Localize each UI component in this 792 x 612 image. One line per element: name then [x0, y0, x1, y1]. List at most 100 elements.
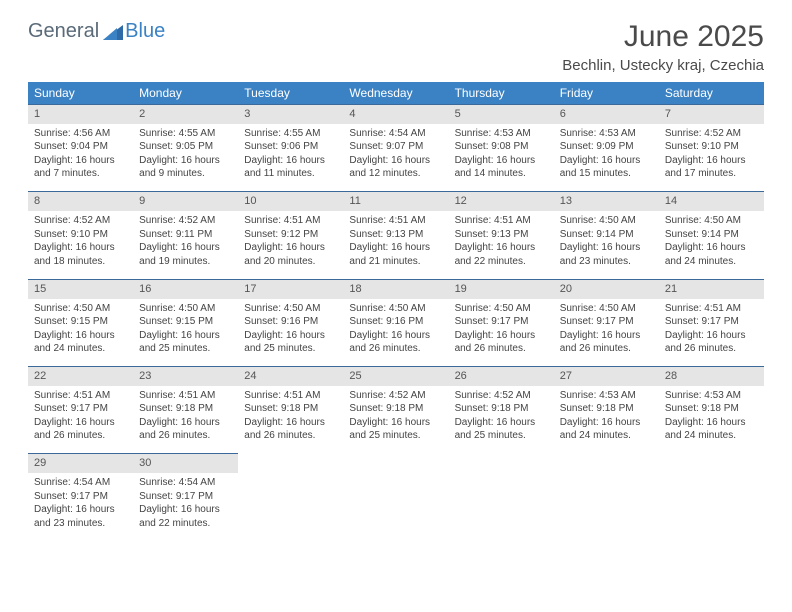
- day-content-cell: Sunrise: 4:51 AMSunset: 9:17 PMDaylight:…: [28, 386, 133, 454]
- title-block: June 2025 Bechlin, Ustecky kraj, Czechia: [562, 20, 764, 74]
- daylight-line: Daylight: 16 hours and 9 minutes.: [139, 154, 232, 181]
- sunset-line: Sunset: 9:16 PM: [244, 315, 337, 329]
- sunset-line: Sunset: 9:11 PM: [139, 228, 232, 242]
- day-number-cell: 27: [554, 367, 659, 386]
- sunrise-line: Sunrise: 4:53 AM: [560, 389, 653, 403]
- logo: General​ Blue: [28, 20, 165, 43]
- day-header: Monday: [133, 82, 238, 105]
- day-number-cell: [238, 454, 343, 473]
- day-content-cell: Sunrise: 4:53 AMSunset: 9:08 PMDaylight:…: [449, 124, 554, 192]
- sunset-line: Sunset: 9:16 PM: [349, 315, 442, 329]
- day-number-cell: 16: [133, 279, 238, 298]
- daylight-line: Daylight: 16 hours and 25 minutes.: [139, 329, 232, 356]
- sunset-line: Sunset: 9:18 PM: [455, 402, 548, 416]
- day-content-cell: Sunrise: 4:52 AMSunset: 9:10 PMDaylight:…: [28, 211, 133, 279]
- header: General​ Blue June 2025 Bechlin, Ustecky…: [28, 20, 764, 74]
- day-number-cell: 10: [238, 192, 343, 211]
- day-number-cell: 17: [238, 279, 343, 298]
- day-number-cell: 7: [659, 105, 764, 124]
- sunrise-line: Sunrise: 4:52 AM: [34, 214, 127, 228]
- day-number-cell: 3: [238, 105, 343, 124]
- day-content-cell: Sunrise: 4:50 AMSunset: 9:14 PMDaylight:…: [659, 211, 764, 279]
- sunset-line: Sunset: 9:10 PM: [34, 228, 127, 242]
- daylight-line: Daylight: 16 hours and 7 minutes.: [34, 154, 127, 181]
- day-number-cell: 19: [449, 279, 554, 298]
- day-content-cell: Sunrise: 4:50 AMSunset: 9:17 PMDaylight:…: [449, 299, 554, 367]
- daylight-line: Daylight: 16 hours and 24 minutes.: [560, 416, 653, 443]
- day-number-cell: 30: [133, 454, 238, 473]
- day-content-cell: Sunrise: 4:52 AMSunset: 9:18 PMDaylight:…: [449, 386, 554, 454]
- day-content-cell: Sunrise: 4:52 AMSunset: 9:10 PMDaylight:…: [659, 124, 764, 192]
- content-row: Sunrise: 4:54 AMSunset: 9:17 PMDaylight:…: [28, 473, 764, 541]
- daylight-line: Daylight: 16 hours and 12 minutes.: [349, 154, 442, 181]
- day-content-cell: Sunrise: 4:55 AMSunset: 9:05 PMDaylight:…: [133, 124, 238, 192]
- daynum-row: 2930: [28, 454, 764, 473]
- day-content-cell: Sunrise: 4:53 AMSunset: 9:09 PMDaylight:…: [554, 124, 659, 192]
- day-content-cell: Sunrise: 4:50 AMSunset: 9:17 PMDaylight:…: [554, 299, 659, 367]
- sunset-line: Sunset: 9:17 PM: [455, 315, 548, 329]
- sunset-line: Sunset: 9:13 PM: [455, 228, 548, 242]
- sunrise-line: Sunrise: 4:50 AM: [560, 302, 653, 316]
- day-number-cell: 5: [449, 105, 554, 124]
- day-content-cell: Sunrise: 4:54 AMSunset: 9:17 PMDaylight:…: [133, 473, 238, 541]
- day-number-cell: 12: [449, 192, 554, 211]
- day-content-cell: Sunrise: 4:50 AMSunset: 9:14 PMDaylight:…: [554, 211, 659, 279]
- day-header: Tuesday: [238, 82, 343, 105]
- daylight-line: Daylight: 16 hours and 19 minutes.: [139, 241, 232, 268]
- daylight-line: Daylight: 16 hours and 26 minutes.: [455, 329, 548, 356]
- daylight-line: Daylight: 16 hours and 25 minutes.: [349, 416, 442, 443]
- sunset-line: Sunset: 9:18 PM: [349, 402, 442, 416]
- location-text: Bechlin, Ustecky kraj, Czechia: [562, 57, 764, 74]
- daylight-line: Daylight: 16 hours and 17 minutes.: [665, 154, 758, 181]
- day-content-cell: Sunrise: 4:51 AMSunset: 9:18 PMDaylight:…: [238, 386, 343, 454]
- day-number-cell: 2: [133, 105, 238, 124]
- sunrise-line: Sunrise: 4:50 AM: [455, 302, 548, 316]
- day-content-cell: Sunrise: 4:51 AMSunset: 9:18 PMDaylight:…: [133, 386, 238, 454]
- daylight-line: Daylight: 16 hours and 26 minutes.: [665, 329, 758, 356]
- logo-word2: Blue: [125, 20, 165, 43]
- day-content-cell: Sunrise: 4:50 AMSunset: 9:15 PMDaylight:…: [133, 299, 238, 367]
- sunrise-line: Sunrise: 4:52 AM: [665, 127, 758, 141]
- sunset-line: Sunset: 9:10 PM: [665, 140, 758, 154]
- day-content-cell: Sunrise: 4:50 AMSunset: 9:16 PMDaylight:…: [343, 299, 448, 367]
- daylight-line: Daylight: 16 hours and 24 minutes.: [665, 416, 758, 443]
- day-content-cell: [449, 473, 554, 541]
- day-number-cell: 29: [28, 454, 133, 473]
- sunset-line: Sunset: 9:18 PM: [139, 402, 232, 416]
- sunrise-line: Sunrise: 4:50 AM: [34, 302, 127, 316]
- daylight-line: Daylight: 16 hours and 26 minutes.: [349, 329, 442, 356]
- sunset-line: Sunset: 9:17 PM: [665, 315, 758, 329]
- content-row: Sunrise: 4:51 AMSunset: 9:17 PMDaylight:…: [28, 386, 764, 454]
- day-content-cell: Sunrise: 4:54 AMSunset: 9:07 PMDaylight:…: [343, 124, 448, 192]
- day-content-cell: Sunrise: 4:50 AMSunset: 9:15 PMDaylight:…: [28, 299, 133, 367]
- daylight-line: Daylight: 16 hours and 23 minutes.: [560, 241, 653, 268]
- day-header: Thursday: [449, 82, 554, 105]
- day-content-cell: [554, 473, 659, 541]
- daylight-line: Daylight: 16 hours and 18 minutes.: [34, 241, 127, 268]
- content-row: Sunrise: 4:56 AMSunset: 9:04 PMDaylight:…: [28, 124, 764, 192]
- sunrise-line: Sunrise: 4:50 AM: [349, 302, 442, 316]
- daynum-row: 22232425262728: [28, 367, 764, 386]
- daylight-line: Daylight: 16 hours and 24 minutes.: [665, 241, 758, 268]
- daynum-row: 891011121314: [28, 192, 764, 211]
- sunrise-line: Sunrise: 4:51 AM: [349, 214, 442, 228]
- day-number-cell: 15: [28, 279, 133, 298]
- day-header: Wednesday: [343, 82, 448, 105]
- day-number-cell: 13: [554, 192, 659, 211]
- daylight-line: Daylight: 16 hours and 22 minutes.: [455, 241, 548, 268]
- daynum-row: 1234567: [28, 105, 764, 124]
- day-number-cell: 14: [659, 192, 764, 211]
- day-content-cell: Sunrise: 4:51 AMSunset: 9:13 PMDaylight:…: [343, 211, 448, 279]
- sunrise-line: Sunrise: 4:50 AM: [665, 214, 758, 228]
- day-number-cell: 23: [133, 367, 238, 386]
- day-content-cell: Sunrise: 4:53 AMSunset: 9:18 PMDaylight:…: [659, 386, 764, 454]
- sunset-line: Sunset: 9:14 PM: [560, 228, 653, 242]
- sunset-line: Sunset: 9:17 PM: [139, 490, 232, 504]
- day-number-cell: 1: [28, 105, 133, 124]
- sunset-line: Sunset: 9:05 PM: [139, 140, 232, 154]
- day-content-cell: Sunrise: 4:53 AMSunset: 9:18 PMDaylight:…: [554, 386, 659, 454]
- day-number-cell: 6: [554, 105, 659, 124]
- sunset-line: Sunset: 9:09 PM: [560, 140, 653, 154]
- sunset-line: Sunset: 9:18 PM: [560, 402, 653, 416]
- sunset-line: Sunset: 9:12 PM: [244, 228, 337, 242]
